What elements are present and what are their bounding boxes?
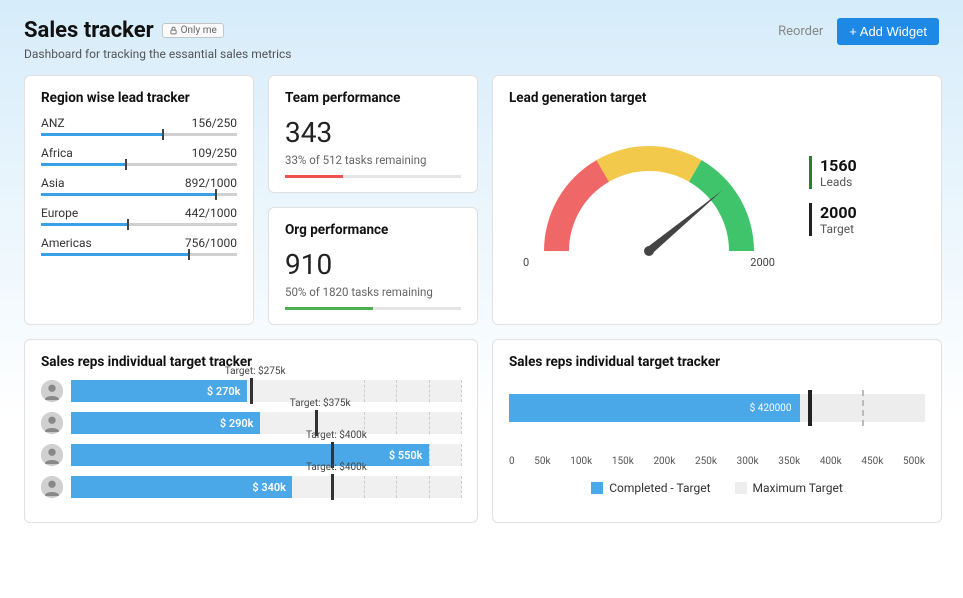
axis-tick: 500k [903,456,925,467]
leads-label: Leads [820,175,857,189]
reorder-link[interactable]: Reorder [778,24,823,39]
team-perf-value: 343 [285,116,461,149]
region-bar [41,133,237,136]
region-value: 756/1000 [185,236,237,250]
region-name: Asia [41,176,64,190]
region-row: Europe 442/1000 [41,206,237,226]
rep-bar: $ 270k Target: $275k [71,380,461,402]
legend-max: Maximum Target [735,481,843,495]
team-perf-title: Team performance [285,90,461,106]
gauge-title: Lead generation target [509,90,925,106]
target-stat: 2000 Target [809,203,857,236]
add-widget-button[interactable]: + Add Widget [837,18,939,45]
avatar [41,444,63,466]
region-bar [41,253,237,256]
axis-tick: 300k [737,456,759,467]
avatar [41,476,63,498]
region-tracker-title: Region wise lead tracker [41,90,237,106]
privacy-label: Only me [181,25,217,36]
region-name: Americas [41,236,92,250]
org-perf-bar [285,307,461,310]
target-label: Target [820,222,857,236]
team-perf-bar [285,175,461,178]
region-row: ANZ 156/250 [41,116,237,136]
page-header: Sales tracker Only me Dashboard for trac… [24,18,939,61]
axis-tick: 0 [509,456,515,467]
team-perf-subtitle: 33% of 512 tasks remaining [285,153,461,167]
gauge-min-label: 0 [523,256,529,269]
region-name: Europe [41,206,78,220]
header-left: Sales tracker Only me Dashboard for trac… [24,18,291,61]
axis-tick: 150k [612,456,634,467]
region-name: ANZ [41,116,65,130]
org-perf-title: Org performance [285,222,461,238]
axis-tick: 200k [653,456,675,467]
team-performance-card: Team performance 343 33% of 512 tasks re… [268,75,478,193]
region-bar [41,223,237,226]
org-perf-value: 910 [285,248,461,281]
region-bar [41,163,237,166]
gauge-stats: 1560 Leads 2000 Target [809,156,857,236]
rep-bar: $ 340k Target: $400k [71,476,461,498]
axis-tick: 350k [778,456,800,467]
leads-value: 1560 [820,156,857,175]
region-value: 442/1000 [185,206,237,220]
gauge-max-label: 2000 [750,256,775,269]
page-subtitle: Dashboard for tracking the essantial sal… [24,47,291,61]
privacy-badge[interactable]: Only me [162,23,224,38]
header-right: Reorder + Add Widget [778,18,939,45]
single-bar-chart: $ 420000 [509,384,925,444]
rep-bar: $ 550k Target: $400k [71,444,461,466]
region-value: 109/250 [192,146,237,160]
region-name: Africa [41,146,73,160]
rep-bar: $ 290k Target: $375k [71,412,461,434]
axis-tick: 100k [570,456,592,467]
rep-row: $ 270k Target: $275k [41,380,461,402]
legend-completed: Completed - Target [591,481,710,495]
region-row: Africa 109/250 [41,146,237,166]
reps-tracker-left-card: Sales reps individual target tracker $ 2… [24,339,478,523]
axis-tick: 50k [534,456,550,467]
performance-stack: Team performance 343 33% of 512 tasks re… [268,75,478,325]
region-value: 892/1000 [185,176,237,190]
region-row: Americas 756/1000 [41,236,237,256]
page-title: Sales tracker [24,18,154,43]
org-perf-subtitle: 50% of 1820 tasks remaining [285,285,461,299]
region-bar [41,193,237,196]
axis-tick: 400k [820,456,842,467]
rep-row: $ 550k Target: $400k [41,444,461,466]
avatar [41,380,63,402]
axis-tick: 250k [695,456,717,467]
axis: 0 50k 100k 150k 200k 250k 300k 350k 400k 450k 500k [509,450,925,467]
region-tracker-card: Region wise lead tracker ANZ 156/250 Afr… [24,75,254,325]
axis-tick: 450k [861,456,883,467]
reps-right-title: Sales reps individual target tracker [509,354,925,370]
region-value: 156/250 [192,116,237,130]
gauge-chart: 0 2000 [509,116,789,276]
leads-stat: 1560 Leads [809,156,857,189]
reps-tracker-right-card: Sales reps individual target tracker $ 4… [492,339,942,523]
rep-row: $ 290k Target: $375k [41,412,461,434]
lead-generation-card: Lead generation target 0 2000 1560 Leads… [492,75,942,325]
target-value: 2000 [820,203,857,222]
legend: Completed - Target Maximum Target [509,481,925,495]
org-performance-card: Org performance 910 50% of 1820 tasks re… [268,207,478,325]
region-row: Asia 892/1000 [41,176,237,196]
lock-icon [169,26,178,35]
rep-row: $ 340k Target: $400k [41,476,461,498]
avatar [41,412,63,434]
